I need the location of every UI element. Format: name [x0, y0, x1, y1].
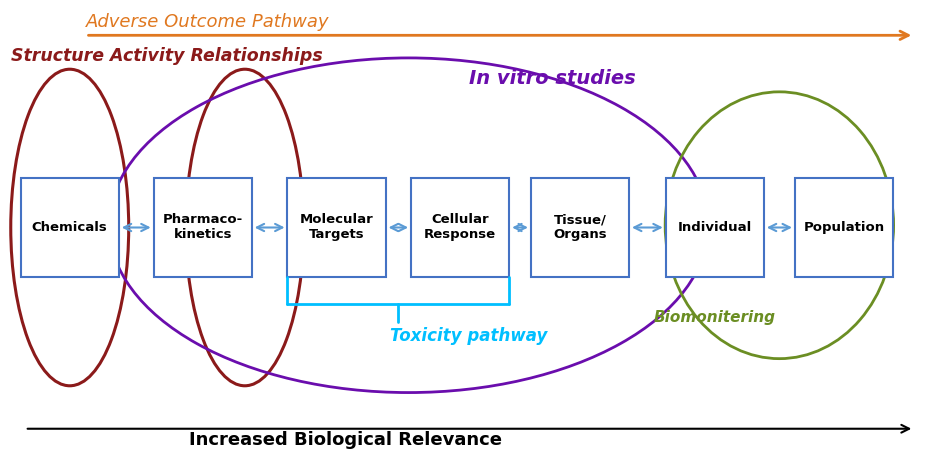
FancyBboxPatch shape — [531, 178, 629, 277]
FancyBboxPatch shape — [794, 178, 893, 277]
Text: Cellular
Response: Cellular Response — [424, 213, 496, 242]
Text: Increased Biological Relevance: Increased Biological Relevance — [189, 431, 501, 449]
Text: Population: Population — [804, 221, 885, 234]
Text: Molecular
Targets: Molecular Targets — [300, 213, 374, 242]
FancyBboxPatch shape — [153, 178, 252, 277]
Text: Biomonitering: Biomonitering — [654, 310, 776, 325]
Text: Individual: Individual — [678, 221, 752, 234]
Text: Chemicals: Chemicals — [32, 221, 108, 234]
FancyBboxPatch shape — [21, 178, 119, 277]
Text: Pharmacо-
kinetics: Pharmacо- kinetics — [162, 213, 243, 242]
Text: Structure Activity Relationships: Structure Activity Relationships — [10, 47, 322, 65]
FancyBboxPatch shape — [666, 178, 764, 277]
Text: Toxicity pathway: Toxicity pathway — [390, 327, 547, 345]
Text: Adverse Outcome Pathway: Adverse Outcome Pathway — [85, 13, 330, 31]
Text: Tissue/
Organs: Tissue/ Organs — [553, 213, 607, 242]
FancyBboxPatch shape — [411, 178, 509, 277]
Text: In vitro studies: In vitro studies — [470, 69, 637, 88]
FancyBboxPatch shape — [287, 178, 386, 277]
